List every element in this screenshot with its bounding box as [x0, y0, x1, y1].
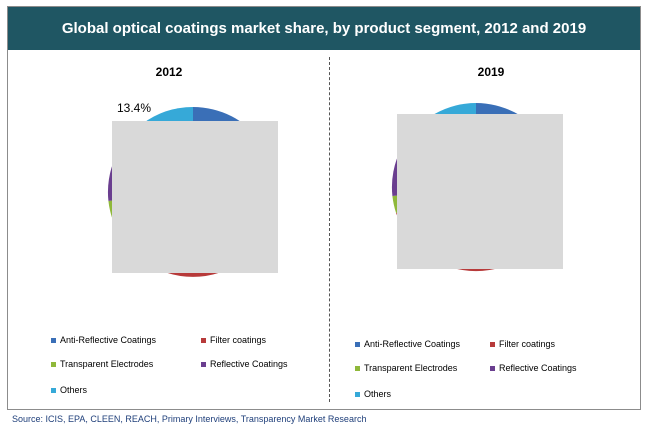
legend-label: Filter coatings	[210, 335, 267, 345]
legend-swatch	[355, 391, 360, 397]
legend-item-filter: Filter coatings	[490, 339, 555, 349]
legend-swatch	[201, 337, 206, 343]
legend-label: Filter coatings	[499, 339, 556, 349]
source-note: Source: ICIS, EPA, CLEEN, REACH, Primary…	[12, 414, 367, 424]
legend-swatch	[490, 365, 495, 371]
legend-swatch	[51, 337, 56, 343]
pie-panel-2012: 2012 13.4% Anti-Reflective Coatings Filt…	[13, 57, 325, 407]
legend-label: Reflective Coatings	[499, 363, 577, 373]
chart-title: Global optical coatings market share, by…	[8, 7, 640, 50]
legend-item-transparent-electrodes: Transparent Electrodes	[355, 363, 457, 373]
legend-swatch	[355, 365, 360, 371]
data-label-others-2012: 13.4%	[117, 101, 152, 115]
legend-label: Others	[60, 385, 88, 395]
legend-label: Transparent Electrodes	[60, 359, 154, 369]
legend-item-reflective: Reflective Coatings	[490, 363, 577, 373]
legend-swatch	[51, 387, 56, 393]
pie-title-2012: 2012	[155, 65, 183, 79]
legend-swatch	[51, 361, 56, 367]
legend-swatch	[201, 361, 206, 367]
pie-title-2019: 2019	[477, 65, 505, 79]
legend-label: Others	[364, 389, 392, 399]
pie-panel-2019: 2019 Anti-Reflective Coatings Filter coa…	[335, 57, 647, 407]
legend-item-transparent-electrodes: Transparent Electrodes	[51, 359, 153, 369]
legend-label: Anti-Reflective Coatings	[364, 339, 461, 349]
legend-swatch	[355, 341, 360, 347]
legend-item-anti-reflective: Anti-Reflective Coatings	[51, 335, 156, 345]
legend-item-anti-reflective: Anti-Reflective Coatings	[355, 339, 460, 349]
legend-item-filter: Filter coatings	[201, 335, 266, 345]
legend-item-others: Others	[355, 389, 391, 399]
legend-label: Reflective Coatings	[210, 359, 288, 369]
panel-divider	[329, 57, 330, 402]
legend-swatch	[490, 341, 495, 347]
legend-item-others: Others	[51, 385, 87, 395]
legend-item-reflective: Reflective Coatings	[201, 359, 288, 369]
legend-label: Transparent Electrodes	[364, 363, 458, 373]
occluding-box-2019	[397, 114, 563, 269]
occluding-box-2012	[112, 121, 278, 273]
chart-frame: Global optical coatings market share, by…	[7, 6, 641, 410]
legend-label: Anti-Reflective Coatings	[60, 335, 157, 345]
